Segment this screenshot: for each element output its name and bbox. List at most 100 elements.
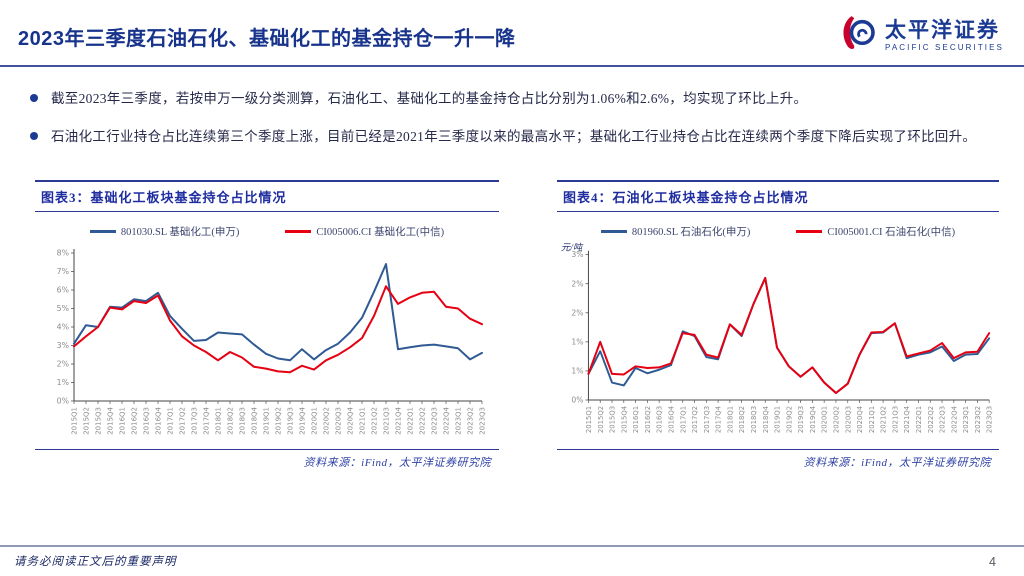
header: 2023年三季度石油石化、基础化工的基金持仓一升一降 太平洋证券 PACIFIC… [0, 0, 1024, 57]
svg-text:2017Q1: 2017Q1 [167, 407, 175, 435]
svg-text:6%: 6% [57, 286, 69, 295]
figure-divider [557, 448, 999, 450]
svg-text:2018Q1: 2018Q1 [726, 406, 734, 433]
svg-text:2019Q3: 2019Q3 [797, 406, 805, 433]
svg-text:2017Q4: 2017Q4 [203, 406, 211, 434]
svg-text:2017Q3: 2017Q3 [703, 406, 711, 433]
svg-text:2018Q1: 2018Q1 [215, 407, 223, 435]
figure-divider [35, 448, 499, 450]
svg-text:2021Q2: 2021Q2 [371, 407, 379, 435]
legend-entry: CI005001.CI 石油石化(中信) [796, 224, 955, 239]
svg-text:2%: 2% [571, 308, 583, 317]
svg-text:2022Q3: 2022Q3 [939, 406, 947, 433]
svg-text:2022Q2: 2022Q2 [419, 407, 427, 435]
legend-entry: 801030.SL 基础化工(申万) [89, 224, 240, 239]
svg-text:2023Q3: 2023Q3 [479, 407, 487, 435]
footer-disclaimer: 请务必阅读正文后的重要声明 [14, 556, 177, 568]
company-logo: 太平洋证券 PACIFIC SECURITIES [839, 14, 1004, 57]
svg-text:2019Q2: 2019Q2 [785, 406, 793, 433]
svg-text:2022Q1: 2022Q1 [407, 407, 415, 435]
chart-svg: 元/吨 0% 1% 1% 2% 2% 3% 2015Q1 2015Q2 2015Q3 2015Q4 2… [561, 243, 994, 433]
legend-label: CI005006.CI 基础化工(中信) [316, 226, 445, 238]
svg-text:2%: 2% [571, 279, 583, 288]
svg-text:2023Q1: 2023Q1 [962, 406, 970, 433]
pacific-securities-logo-icon [839, 14, 877, 57]
legend-entry: 801960.SL 石油石化(申万) [600, 224, 751, 239]
svg-text:2016Q2: 2016Q2 [131, 407, 139, 435]
chart-legend: 801030.SL 基础化工(申万) CI005006.CI 基础化工(中信) [35, 224, 499, 239]
legend-label: 801030.SL 基础化工(申万) [120, 226, 240, 238]
bullet-item: 石油化工行业持仓占比连续第三个季度上涨，目前已经是2021年三季度以来的最高水平… [30, 125, 982, 150]
svg-text:2015Q1: 2015Q1 [585, 406, 593, 433]
svg-text:元/吨: 元/吨 [561, 243, 584, 254]
svg-text:2018Q3: 2018Q3 [750, 406, 758, 433]
svg-text:2016Q2: 2016Q2 [644, 406, 652, 433]
svg-text:2016Q1: 2016Q1 [632, 406, 640, 433]
svg-text:2019Q2: 2019Q2 [275, 407, 283, 435]
svg-text:2022Q1: 2022Q1 [915, 406, 923, 433]
svg-text:2019Q3: 2019Q3 [287, 407, 295, 435]
svg-text:7%: 7% [57, 267, 69, 276]
svg-text:4%: 4% [57, 323, 69, 332]
svg-text:2016Q1: 2016Q1 [119, 407, 127, 435]
svg-text:2018Q4: 2018Q4 [251, 406, 259, 434]
legend-label: 801960.SL 石油石化(申万) [631, 226, 751, 238]
bullet-icon [30, 94, 38, 102]
chart-legend: 801960.SL 石油石化(申万) CI005001.CI 石油石化(中信) [557, 224, 999, 239]
logo-name-cn: 太平洋证券 [885, 18, 1000, 42]
svg-text:2021Q4: 2021Q4 [903, 406, 911, 433]
svg-text:2019Q1: 2019Q1 [774, 406, 782, 433]
legend-line-swatch [285, 230, 312, 233]
logo-text: 太平洋证券 PACIFIC SECURITIES [885, 20, 1004, 52]
svg-text:5%: 5% [57, 304, 69, 313]
page-title: 2023年三季度石油石化、基础化工的基金持仓一升一降 [18, 28, 516, 50]
svg-text:2020Q3: 2020Q3 [335, 407, 343, 435]
svg-text:2019Q4: 2019Q4 [809, 406, 817, 433]
svg-text:2017Q4: 2017Q4 [715, 406, 723, 433]
svg-text:2023Q1: 2023Q1 [455, 407, 463, 435]
svg-text:2018Q4: 2018Q4 [762, 406, 770, 433]
svg-text:0%: 0% [571, 395, 583, 404]
svg-text:2023Q2: 2023Q2 [467, 407, 475, 435]
svg-text:2017Q1: 2017Q1 [679, 406, 687, 433]
svg-text:3%: 3% [57, 341, 69, 350]
svg-text:2020Q3: 2020Q3 [844, 406, 852, 433]
series-line [73, 285, 483, 374]
figures-row: 图表3：基础化工板块基金持仓占比情况 801030.SL 基础化工(申万) CI0… [35, 179, 1000, 470]
svg-text:2017Q3: 2017Q3 [191, 407, 199, 435]
svg-text:2020Q4: 2020Q4 [856, 406, 864, 433]
bullet-text: 截至2023年三季度，若按申万一级分类测算，石油化工、基础化工的基金持仓占比分别… [51, 91, 808, 106]
svg-text:2016Q3: 2016Q3 [143, 407, 151, 435]
figure-caption: 图表4：石油化工板块基金持仓占比情况 [557, 179, 999, 212]
svg-text:2021Q3: 2021Q3 [383, 407, 391, 435]
svg-text:0%: 0% [57, 397, 69, 406]
svg-text:2015Q4: 2015Q4 [620, 406, 628, 433]
legend-line-swatch [89, 230, 116, 233]
svg-text:2022Q4: 2022Q4 [950, 406, 958, 433]
svg-text:2015Q2: 2015Q2 [83, 407, 91, 435]
svg-text:2015Q3: 2015Q3 [95, 407, 103, 435]
svg-text:2022Q2: 2022Q2 [927, 406, 935, 433]
svg-text:2023Q2: 2023Q2 [974, 406, 982, 433]
figure-panel-basic-chemicals: 图表3：基础化工板块基金持仓占比情况 801030.SL 基础化工(申万) CI0… [35, 179, 499, 470]
chart-plot: 0% 1% 2% 3% 4% 5% 6% 7% 8% 2015Q1 2015Q2 2015Q3 2015… [35, 241, 499, 449]
svg-text:2018Q2: 2018Q2 [227, 407, 235, 435]
svg-text:2015Q2: 2015Q2 [597, 406, 605, 433]
svg-text:1%: 1% [57, 378, 69, 387]
svg-text:2021Q3: 2021Q3 [891, 406, 899, 433]
svg-text:2020Q2: 2020Q2 [833, 406, 841, 433]
bullet-item: 截至2023年三季度，若按申万一级分类测算，石油化工、基础化工的基金持仓占比分别… [30, 87, 982, 112]
svg-text:2015Q1: 2015Q1 [71, 407, 79, 435]
svg-text:2020Q1: 2020Q1 [821, 406, 829, 433]
series-line [587, 276, 991, 394]
svg-text:2016Q3: 2016Q3 [656, 406, 664, 433]
legend-label: CI005001.CI 石油石化(中信) [827, 226, 956, 238]
svg-text:2018Q2: 2018Q2 [738, 406, 746, 433]
svg-text:3%: 3% [571, 250, 583, 259]
bullet-icon [30, 131, 38, 140]
svg-text:2021Q1: 2021Q1 [868, 406, 876, 433]
svg-text:2022Q3: 2022Q3 [431, 407, 439, 435]
chart-svg: 0% 1% 2% 3% 4% 5% 6% 7% 8% 2015Q1 2015Q2 2015Q3 2015… [57, 249, 487, 435]
footer-divider [0, 544, 1024, 547]
svg-text:2019Q4: 2019Q4 [299, 406, 307, 434]
